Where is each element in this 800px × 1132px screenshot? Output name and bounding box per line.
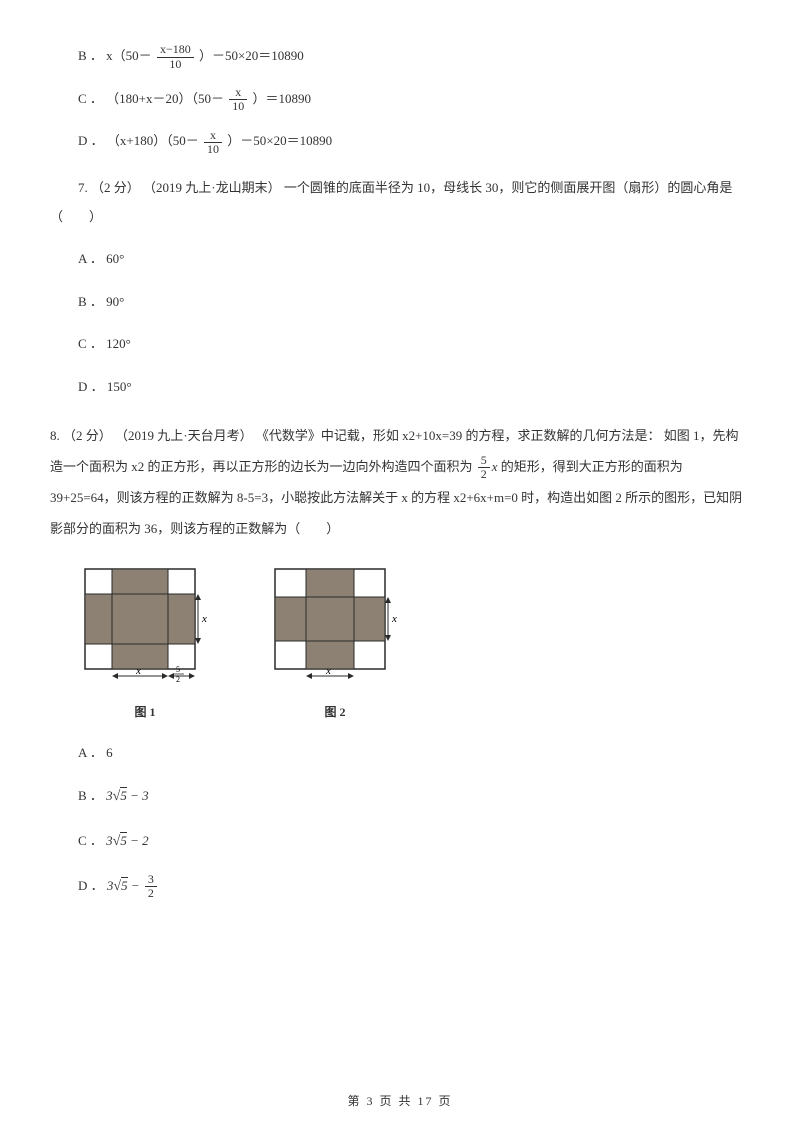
option-text-post: ）－50×20＝10890 bbox=[227, 133, 332, 148]
option-expr: 3√5 − 2 bbox=[106, 833, 148, 848]
q7-option-b: B ． 90° bbox=[78, 288, 750, 317]
fraction: 5 2 bbox=[478, 454, 490, 481]
q6-option-c: C ． （180+x－20）（50－ x 10 ）＝10890 bbox=[78, 85, 750, 114]
q6-option-d: D ． （x+180）（50－ x 10 ）－50×20＝10890 bbox=[78, 127, 750, 156]
q7-option-a: A ． 60° bbox=[78, 245, 750, 274]
q7-option-d: D ． 150° bbox=[78, 373, 750, 402]
option-expr: 3√5 − 3 bbox=[106, 788, 148, 803]
option-label: D ． bbox=[78, 133, 104, 148]
q6-option-b: B ． x（50－ x−180 10 ）－50×20＝10890 bbox=[78, 42, 750, 71]
option-label: B ． bbox=[78, 48, 103, 63]
q8-option-c: C ． 3√5 − 2 bbox=[78, 827, 750, 858]
q8-option-b: B ． 3√5 − 3 bbox=[78, 782, 750, 813]
option-text-post: ）－50×20＝10890 bbox=[199, 48, 304, 63]
option-text-pre: （180+x－20）（50－ bbox=[106, 91, 224, 106]
figure-2-label: 图 2 bbox=[270, 699, 400, 725]
figure-2-svg: x x bbox=[270, 564, 400, 684]
option-label: D ． bbox=[78, 878, 104, 893]
option-label: B ． bbox=[78, 788, 103, 803]
q7-stem: 7. （2 分） （2019 九上·龙山期末） 一个圆锥的底面半径为 10，母线… bbox=[50, 174, 750, 231]
option-expr: 3√5 − bbox=[107, 878, 143, 893]
q8-frac-post: x bbox=[492, 459, 498, 474]
option-text-post: ）＝10890 bbox=[253, 91, 312, 106]
fig2-x-right: x bbox=[391, 613, 397, 625]
page-footer: 第 3 页 共 17 页 bbox=[0, 1088, 800, 1114]
fraction: 3 2 bbox=[145, 873, 157, 900]
fraction: x 10 bbox=[204, 129, 222, 156]
q8-line1: 8. （2 分） （2019 九上·天台月考） 《代数学》中记载，形如 x2+1… bbox=[50, 428, 661, 443]
fig1-half-den: 2 bbox=[176, 675, 180, 684]
figure-1-svg: x x 5 2 bbox=[80, 564, 210, 684]
option-label: C ． bbox=[78, 833, 103, 848]
figure-1-label: 图 1 bbox=[80, 699, 210, 725]
fig2-x-bottom: x bbox=[325, 665, 331, 677]
q8-option-a: A ． 6 bbox=[78, 739, 750, 768]
figure-2-wrap: x x 图 2 bbox=[270, 564, 400, 725]
fig1-x-bottom: x bbox=[135, 665, 141, 677]
fig1-half-num: 5 bbox=[176, 665, 180, 674]
q7-option-c: C ． 120° bbox=[78, 330, 750, 359]
fraction: x 10 bbox=[229, 86, 247, 113]
option-label: C ． bbox=[78, 91, 103, 106]
option-text-pre: （x+180）（50－ bbox=[107, 133, 199, 148]
fig1-x-right: x bbox=[201, 613, 207, 625]
q8-stem: 8. （2 分） （2019 九上·天台月考） 《代数学》中记载，形如 x2+1… bbox=[50, 420, 750, 545]
figure-1-wrap: x x 5 2 图 1 bbox=[80, 564, 210, 725]
fraction: x−180 10 bbox=[157, 43, 194, 70]
q8-option-d: D ． 3√5 − 3 2 bbox=[78, 872, 750, 903]
option-text-pre: x（50－ bbox=[106, 48, 152, 63]
q8-figures: x x 5 2 图 1 bbox=[80, 564, 750, 725]
